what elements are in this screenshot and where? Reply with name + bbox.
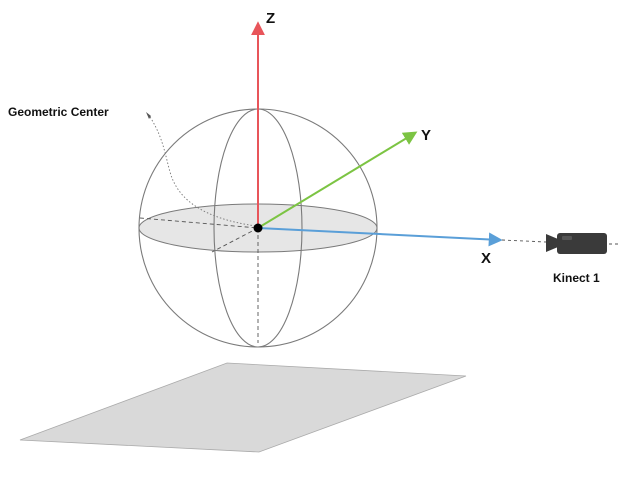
y-axis-label: Y [421, 127, 431, 144]
z-axis-label: Z [266, 10, 275, 27]
y-axis-arrow [257, 131, 418, 229]
hidden-y-axis-line [211, 227, 259, 253]
geometric-center-label: Geometric Center [8, 105, 109, 119]
x-axis-arrow [257, 227, 503, 247]
floor-plane [19, 362, 467, 453]
hidden-x-axis-line [139, 217, 259, 229]
leader-arrowhead [146, 112, 151, 119]
geometric-center-point [253, 223, 263, 233]
x-axis-label: X [481, 250, 491, 267]
kinect-camera-label: Kinect 1 [553, 271, 600, 285]
camera-sightline [501, 239, 547, 243]
geometric-center-leader [149, 116, 257, 227]
video-camera-icon [546, 233, 607, 254]
